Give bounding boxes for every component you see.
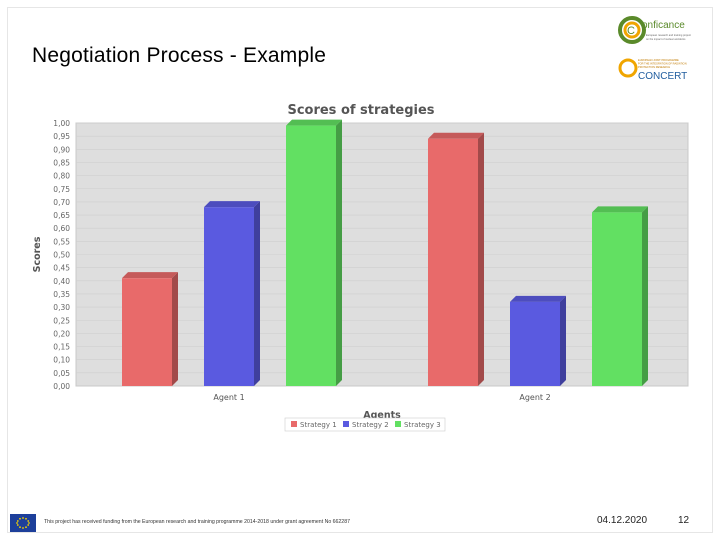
x-axis-label: Agents [363, 410, 401, 421]
y-tick-label: 0,80 [53, 172, 70, 181]
concert-logo-tagline-1: EUROPEAN JOINT PROGRAMME [638, 58, 679, 62]
bar-top [428, 132, 484, 139]
y-tick-label: 0,90 [53, 145, 70, 154]
y-tick-label: 0,10 [53, 356, 70, 365]
funding-statement: This project has received funding from t… [44, 519, 350, 525]
legend-label: Strategy 3 [404, 421, 441, 429]
bar [428, 138, 478, 386]
bar-top [592, 206, 648, 213]
legend-swatch [395, 421, 401, 427]
y-tick-label: 0,15 [53, 343, 70, 352]
concert-logo-tagline-3: PROTECTION RESEARCH [638, 65, 670, 69]
y-tick-label: 0,55 [53, 237, 70, 246]
concert-logo-tagline-2: FOR THE INTEGRATION OF RADIATION [638, 62, 687, 66]
y-tick-label: 0,05 [53, 369, 70, 378]
y-tick-label: 0,95 [53, 132, 70, 141]
bar [122, 278, 172, 386]
bar-side [560, 295, 566, 386]
y-tick-label: 1,00 [53, 119, 70, 128]
slide-date: 04.12.2020 [597, 515, 648, 526]
y-tick-label: 0,45 [53, 264, 70, 273]
chart-title: Scores of strategies [287, 103, 434, 118]
conficance-logo-ring-accent [623, 21, 641, 39]
bar-side [478, 132, 484, 386]
y-tick-label: 0,25 [53, 316, 70, 325]
concert-logo: EUROPEAN JOINT PROGRAMME FOR THE INTEGRA… [618, 58, 687, 82]
y-tick-label: 0,40 [53, 277, 70, 286]
legend-label: Strategy 1 [300, 421, 337, 429]
bar-side [172, 272, 178, 386]
conficance-logo-tagline-2: on the impact of nuclear accidents [646, 37, 686, 41]
concert-logo-word: CONCERT [638, 71, 687, 82]
bar-top [286, 119, 342, 126]
x-tick-label: Agent 1 [213, 393, 244, 402]
bar [592, 212, 642, 386]
y-tick-label: 0,30 [53, 303, 70, 312]
y-tick-label: 0,75 [53, 185, 70, 194]
strategy-scores-chart: Scores of strategies 0,00 0,05 0,10 0,15 0,20… [26, 96, 696, 441]
page-number: 12 [678, 515, 690, 526]
y-tick-label: 0,85 [53, 158, 70, 167]
y-tick-label: 0,65 [53, 211, 70, 220]
legend-swatch [291, 421, 297, 427]
y-axis-label: Scores [32, 236, 43, 272]
bar-side [336, 119, 342, 386]
slide-title: Negotiation Process - Example [32, 44, 327, 67]
conficance-logo-ring [618, 16, 646, 44]
bar [510, 301, 560, 386]
legend-box [284, 417, 446, 432]
bar [286, 125, 336, 386]
y-tick-label: 0,70 [53, 198, 70, 207]
bar-top [122, 272, 178, 279]
concert-logo-mark [618, 58, 638, 78]
bar-side [642, 206, 648, 386]
y-tick-label: 0,35 [53, 290, 70, 299]
conficance-logo-mark: C [627, 25, 635, 37]
x-tick-label: Agent 2 [519, 393, 550, 402]
bar-top [510, 295, 566, 302]
legend-swatch [343, 421, 349, 427]
y-tick-label: 0,20 [53, 329, 70, 338]
legend-label: Strategy 2 [352, 421, 389, 429]
y-tick-label: 0,50 [53, 251, 70, 260]
conficance-logo: C onficance European research and traini… [618, 16, 691, 44]
bar-top [204, 201, 260, 208]
y-tick-label: 0,00 [53, 382, 70, 391]
bar [204, 207, 254, 386]
y-tick-label: 0,60 [53, 224, 70, 233]
conficance-logo-word: onficance [642, 20, 685, 31]
conficance-logo-tagline-1: European research and training project [646, 33, 691, 37]
bar-side [254, 201, 260, 386]
eu-flag-icon [10, 514, 36, 532]
